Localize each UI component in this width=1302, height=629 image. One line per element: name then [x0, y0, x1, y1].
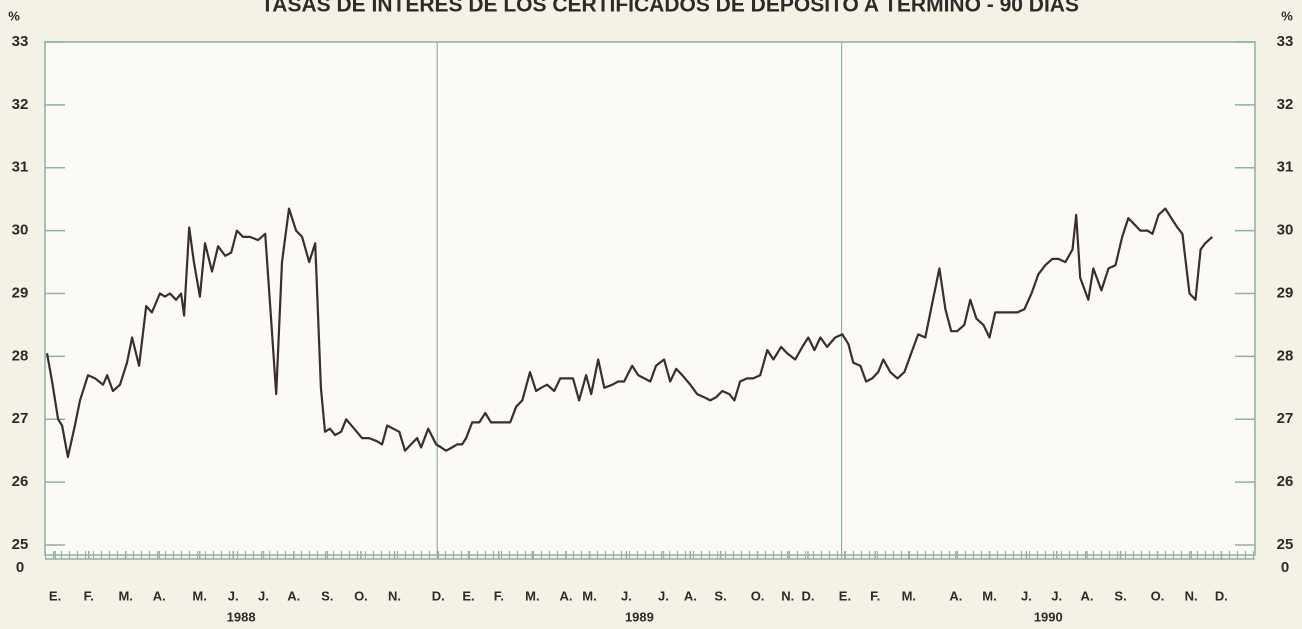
- x-tick-label: O.: [1151, 588, 1165, 603]
- year-label: 1989: [625, 609, 654, 624]
- x-tick-label: M.: [118, 588, 132, 603]
- chart-title: TASAS DE INTERES DE LOS CERTIFICADOS DE …: [261, 0, 1079, 17]
- y-tick-label-right: 26: [1277, 473, 1294, 490]
- y-tick-label: 32: [12, 96, 29, 113]
- x-tick-label: A.: [287, 588, 300, 603]
- x-tick-label: J.: [228, 588, 239, 603]
- x-tick-label: J.: [258, 588, 269, 603]
- x-tick-label: D.: [432, 588, 445, 603]
- y-tick-label-right: 29: [1277, 284, 1294, 301]
- x-tick-label: A.: [684, 588, 697, 603]
- y-tick-label-right: 28: [1277, 347, 1294, 364]
- y-tick-label: 31: [12, 159, 29, 176]
- y-tick-label: 26: [12, 473, 29, 490]
- x-tick-label: J.: [658, 588, 669, 603]
- y-unit-left: %: [8, 8, 20, 23]
- x-tick-label: D.: [1215, 588, 1228, 603]
- x-tick-label: O.: [354, 588, 368, 603]
- x-tick-label: F.: [84, 588, 94, 603]
- x-tick-label: E.: [462, 588, 474, 603]
- y-tick-label: 33: [12, 33, 29, 50]
- x-tick-label: E.: [839, 588, 851, 603]
- x-tick-label: M.: [902, 588, 916, 603]
- x-tick-label: S.: [1114, 588, 1126, 603]
- axis-origin-right: 0: [1281, 559, 1289, 576]
- year-label: 1988: [227, 609, 256, 624]
- x-tick-label: S.: [321, 588, 333, 603]
- x-tick-label: J.: [1021, 588, 1032, 603]
- x-tick-label: A.: [153, 588, 166, 603]
- y-tick-label: 29: [12, 284, 29, 301]
- x-tick-label: E.: [49, 588, 61, 603]
- axis-origin-left: 0: [16, 559, 24, 576]
- x-tick-label: M.: [192, 588, 206, 603]
- y-tick-label: 28: [12, 347, 29, 364]
- x-tick-label: J.: [1051, 588, 1062, 603]
- y-tick-label-right: 27: [1277, 410, 1294, 427]
- y-tick-label: 25: [12, 536, 29, 553]
- x-tick-label: S.: [714, 588, 726, 603]
- x-tick-label: F.: [870, 588, 880, 603]
- data-line: [45, 207, 1214, 459]
- x-tick-label: A.: [1080, 588, 1093, 603]
- y-tick-label-right: 32: [1277, 96, 1294, 113]
- x-tick-label: N.: [1185, 588, 1198, 603]
- y-unit-right: %: [1281, 8, 1293, 23]
- y-tick-label: 30: [12, 222, 29, 239]
- x-tick-label: A.: [949, 588, 962, 603]
- x-tick-label: M.: [525, 588, 539, 603]
- year-label: 1990: [1034, 609, 1063, 624]
- x-tick-label: J.: [621, 588, 632, 603]
- x-tick-label: M.: [982, 588, 996, 603]
- y-tick-label-right: 30: [1277, 222, 1294, 239]
- x-tick-label: N.: [388, 588, 401, 603]
- y-tick-label-right: 25: [1277, 536, 1294, 553]
- y-tick-label: 27: [12, 410, 29, 427]
- x-tick-label: D.: [801, 588, 814, 603]
- y-tick-label-right: 31: [1277, 159, 1294, 176]
- x-tick-label: N.: [781, 588, 794, 603]
- x-tick-label: A.: [559, 588, 572, 603]
- plot-frame: [44, 41, 1256, 556]
- x-tick-label: O.: [751, 588, 765, 603]
- y-tick-label-right: 33: [1277, 33, 1294, 50]
- x-tick-label: M.: [582, 588, 596, 603]
- x-tick-label: F.: [494, 588, 504, 603]
